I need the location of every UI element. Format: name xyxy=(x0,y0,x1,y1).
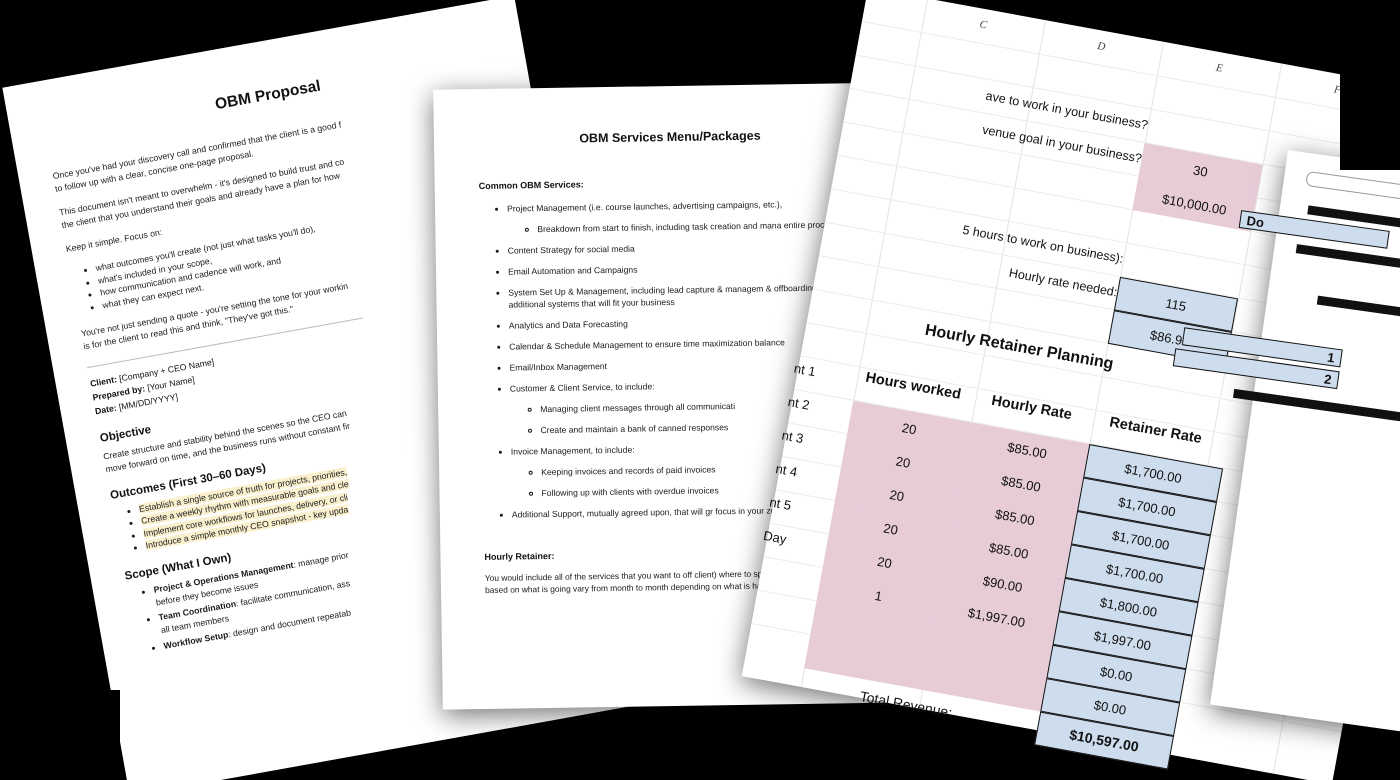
redacted-bar xyxy=(1232,388,1400,426)
corner-mask xyxy=(0,690,120,780)
meta-label: Date: xyxy=(94,402,118,416)
doc2-lead: Common OBM Services: xyxy=(478,179,584,192)
doc1-title: OBM Proposal xyxy=(213,77,322,114)
doc2-title: OBM Services Menu/Packages xyxy=(579,128,761,146)
corner-mask xyxy=(1340,0,1400,170)
meta-label: Client: xyxy=(89,373,118,389)
list-item: Email Automation and Campaigns xyxy=(508,260,864,278)
redacted-bar xyxy=(1295,244,1400,287)
redacted-bar xyxy=(1316,295,1400,334)
